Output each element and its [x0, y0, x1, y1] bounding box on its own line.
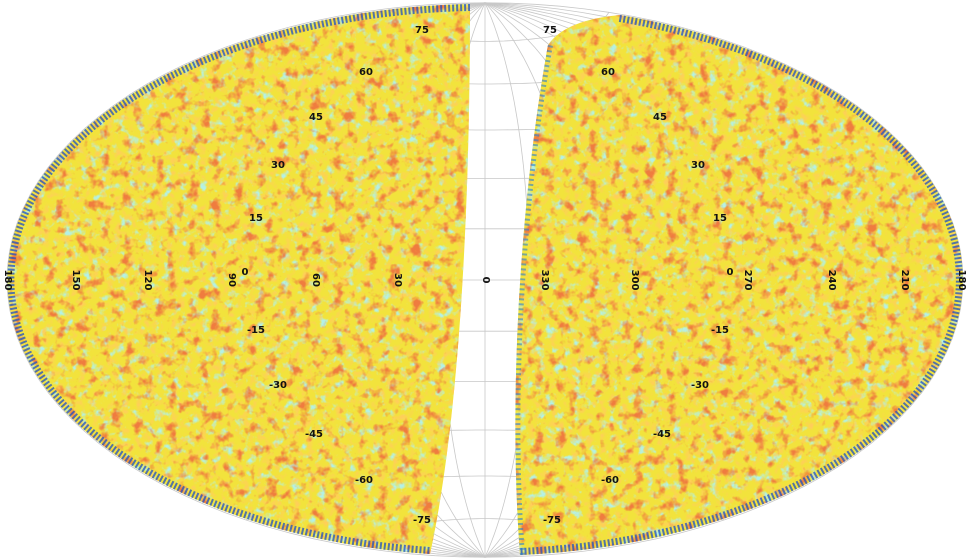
- latitude-label: -45: [653, 429, 671, 440]
- longitude-label: 60: [310, 273, 321, 287]
- latitude-label: 75: [415, 25, 429, 36]
- latitude-label: 30: [691, 160, 705, 171]
- latitude-label: -15: [247, 325, 265, 336]
- latitude-label: 15: [713, 213, 727, 224]
- latitude-label: 75: [543, 25, 557, 36]
- longitude-label: 330: [539, 270, 550, 291]
- latitude-label: -15: [711, 325, 729, 336]
- longitude-label: 150: [70, 270, 81, 291]
- right-hemisphere: [515, 15, 963, 555]
- latitude-label: 30: [271, 160, 285, 171]
- density-high: [515, 15, 963, 555]
- longitude-label: 120: [142, 270, 153, 291]
- longitude-label: 180: [2, 270, 13, 291]
- longitude-label: 90: [226, 273, 237, 287]
- latitude-label: -60: [355, 475, 373, 486]
- longitude-label: 240: [826, 270, 837, 291]
- longitude-label: 270: [742, 270, 753, 291]
- edge: [515, 44, 553, 555]
- latitude-label: 0: [727, 267, 734, 278]
- latitude-label: -45: [305, 429, 323, 440]
- latitude-label: -75: [543, 515, 561, 526]
- longitude-label: 0: [480, 277, 491, 284]
- latitude-label: -30: [269, 380, 287, 391]
- longitude-label: 180: [956, 270, 967, 291]
- latitude-label: 60: [359, 67, 373, 78]
- longitude-label: 210: [899, 270, 910, 291]
- latitude-label: 15: [249, 213, 263, 224]
- labels: 180 150 120 90 60 30 0 330 300 270 240 210 180756045…: [2, 25, 967, 526]
- latitude-label: 45: [309, 112, 323, 123]
- latitude-label: -75: [413, 515, 431, 526]
- latitude-label: 45: [653, 112, 667, 123]
- edge: [519, 15, 963, 555]
- latitude-label: -60: [601, 475, 619, 486]
- latitude-label: -30: [691, 380, 709, 391]
- latitude-label: 0: [242, 267, 249, 278]
- longitude-label: 300: [629, 270, 640, 291]
- longitude-label: 30: [392, 273, 403, 287]
- latitude-label: 60: [601, 67, 615, 78]
